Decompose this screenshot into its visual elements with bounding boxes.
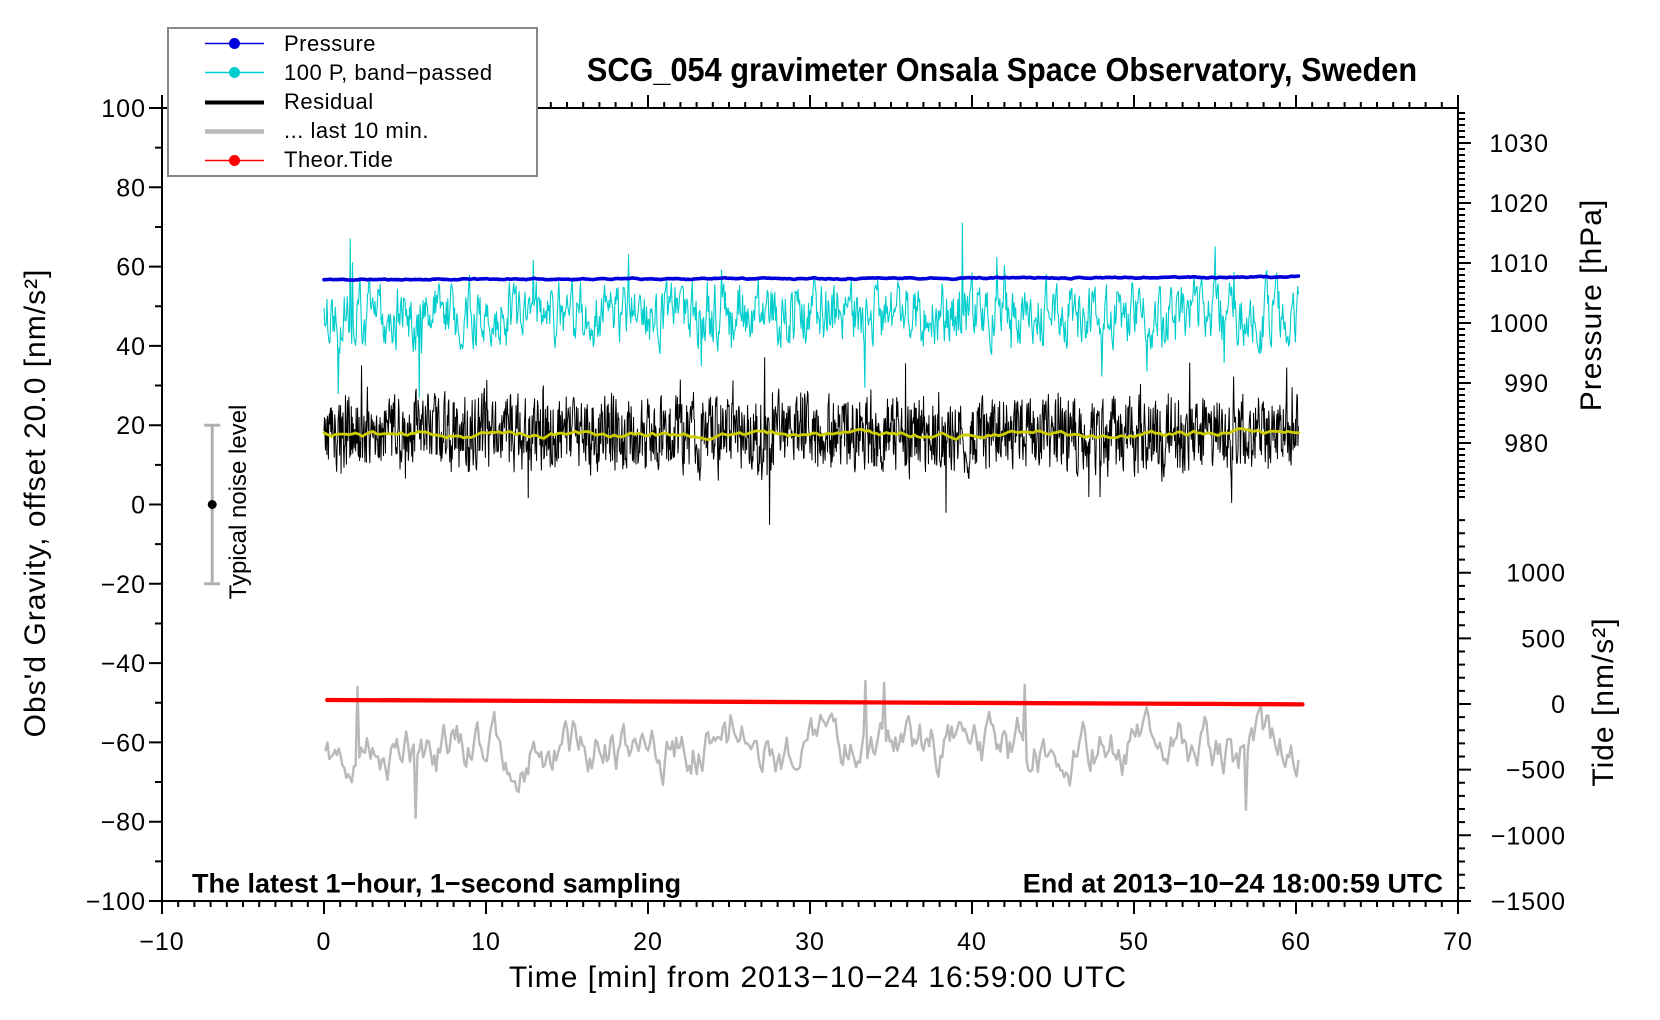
svg-text:−1500: −1500 (1491, 888, 1566, 916)
legend-item-label: Theor.Tide (284, 147, 394, 173)
svg-text:1000: 1000 (1506, 560, 1566, 588)
legend-marker-dot (229, 67, 240, 79)
series-residual (323, 357, 1299, 525)
gravity-axis-ticks (149, 107, 162, 902)
svg-text:30: 30 (795, 928, 825, 956)
legend-item-label: ... last 10 min. (284, 118, 429, 144)
svg-text:0: 0 (1551, 691, 1566, 719)
legend-line-sample (205, 100, 264, 104)
svg-text:70: 70 (1443, 928, 1473, 956)
svg-text:−500: −500 (1506, 757, 1566, 785)
svg-text:60: 60 (116, 254, 146, 282)
pressure-tick-labels: 1030 1020 1010 1000 990 980 (1489, 130, 1549, 458)
legend-item-label: 100 P, band−passed (284, 59, 493, 85)
svg-text:−100: −100 (86, 888, 146, 916)
plot-frame (161, 107, 1459, 902)
series-residual-smoothed (322, 427, 1300, 441)
pressure-axis-ticks (1458, 112, 1471, 498)
noise-level-label: Typical noise level (225, 404, 252, 600)
svg-text:40: 40 (116, 333, 146, 361)
svg-text:100: 100 (101, 95, 146, 123)
page-title: SCG_054 gravimeter Onsala Space Observat… (586, 51, 1418, 88)
legend-item-label: Residual (284, 89, 374, 114)
series-theor-tide (325, 697, 1305, 707)
legend-marker-dot (229, 154, 240, 166)
svg-text:−40: −40 (101, 650, 146, 678)
gravity-tick-labels: 100 80 60 40 20 0 −20 −40 −60 −80 −100 (86, 95, 146, 916)
noise-level-marker (204, 423, 221, 586)
x-axis-ticks (161, 95, 1459, 914)
tide-tick-labels: 1000 500 0 −500 −1000 −1500 (1491, 560, 1566, 916)
svg-text:1030: 1030 (1489, 130, 1549, 158)
svg-text:10: 10 (471, 928, 501, 956)
end-time-note: End at 2013−10−24 18:00:59 UTC (1022, 868, 1443, 899)
legend-item: Pressure (169, 29, 536, 58)
legend-item: Theor.Tide (169, 146, 536, 175)
legend-line-sample (205, 38, 264, 50)
svg-text:1000: 1000 (1489, 310, 1549, 338)
tide-axis-ticks (1458, 519, 1471, 902)
legend-marker-dot (229, 38, 240, 50)
legend-line-sample (205, 128, 264, 134)
sampling-note: The latest 1−hour, 1−second sampling (192, 868, 682, 899)
y-axis-label-gravity: Obs'd Gravity, offset 20.0 [nm/s²] (19, 268, 52, 738)
legend-item: ... last 10 min. (169, 117, 536, 146)
svg-text:−60: −60 (101, 729, 146, 757)
svg-text:20: 20 (116, 412, 146, 440)
legend-line-sample (205, 154, 264, 166)
svg-text:20: 20 (633, 928, 663, 956)
x-tick-labels: −10 0 10 20 30 40 50 60 70 (139, 928, 1473, 956)
legend-item: 100 P, band−passed (169, 58, 536, 87)
legend: Pressure 100 P, band−passed Residual ... la… (167, 27, 538, 177)
svg-text:1020: 1020 (1489, 190, 1549, 218)
svg-text:980: 980 (1504, 430, 1549, 458)
legend-item-label: Pressure (284, 30, 377, 56)
svg-text:−1000: −1000 (1491, 822, 1566, 850)
y-axis-label-tide: Tide [nm/s²] (1587, 617, 1620, 787)
legend-line-sample (205, 67, 264, 79)
svg-text:80: 80 (116, 174, 146, 202)
legend-item: Residual (169, 87, 536, 116)
svg-text:60: 60 (1281, 928, 1311, 956)
y-axis-label-pressure: Pressure [hPa] (1575, 198, 1608, 412)
svg-text:40: 40 (957, 928, 987, 956)
svg-text:−80: −80 (101, 809, 146, 837)
svg-text:0: 0 (317, 928, 332, 956)
series-100-p-band-passed (323, 222, 1299, 399)
svg-text:500: 500 (1521, 625, 1566, 653)
series--last-10-min- (324, 679, 1300, 819)
series-pressure (322, 274, 1301, 282)
svg-text:50: 50 (1119, 928, 1149, 956)
svg-text:1010: 1010 (1489, 250, 1549, 278)
x-axis-label: Time [min] from 2013−10−24 16:59:00 UTC (508, 961, 1128, 994)
svg-text:990: 990 (1504, 370, 1549, 398)
svg-text:−10: −10 (139, 928, 184, 956)
svg-text:−20: −20 (101, 571, 146, 599)
svg-text:0: 0 (131, 492, 146, 520)
